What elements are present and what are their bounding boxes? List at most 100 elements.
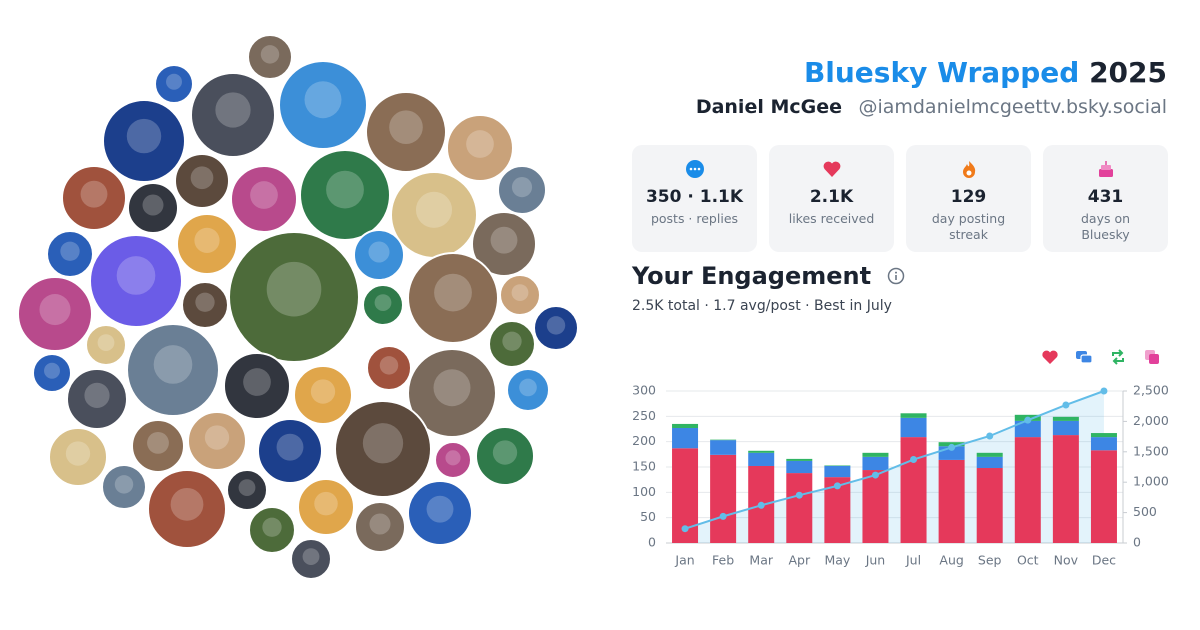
avatar-face bbox=[80, 180, 108, 208]
avatar-face bbox=[190, 166, 214, 190]
avatar bbox=[471, 211, 537, 277]
bar-segment bbox=[748, 450, 775, 453]
user-handle: @iamdanielmcgeettv.bsky.social bbox=[858, 96, 1167, 118]
bar-segment bbox=[1090, 433, 1117, 438]
bar-segment bbox=[824, 465, 851, 466]
avatar-face bbox=[445, 450, 461, 466]
cumulative-point bbox=[910, 456, 918, 464]
y2-tick-label: 2,000 bbox=[1133, 413, 1169, 428]
avatar bbox=[17, 276, 93, 352]
avatar bbox=[434, 441, 472, 479]
avatar bbox=[297, 478, 355, 536]
stat-value: 2.1K bbox=[809, 187, 854, 207]
avatar bbox=[354, 501, 406, 553]
x-tick-label: Aug bbox=[939, 553, 963, 568]
avatar-face bbox=[147, 431, 169, 454]
title-year: 2025 bbox=[1089, 56, 1167, 89]
avatar bbox=[89, 234, 183, 328]
bar-segment bbox=[710, 440, 737, 455]
avatar-face bbox=[266, 261, 322, 317]
stat-label: day posting streak bbox=[931, 211, 1006, 242]
avatar bbox=[32, 353, 72, 393]
avatar-face bbox=[369, 513, 391, 535]
avatar-face bbox=[426, 495, 454, 523]
bar-segment bbox=[710, 454, 737, 543]
cumulative-point bbox=[833, 482, 841, 490]
stat-label: posts · replies bbox=[650, 211, 739, 226]
x-tick-label: Jan bbox=[674, 553, 694, 568]
avatar bbox=[126, 323, 220, 417]
bar-segment bbox=[976, 468, 1003, 543]
avatar-face bbox=[490, 226, 518, 254]
avatar bbox=[407, 480, 473, 546]
avatar bbox=[365, 91, 447, 173]
cumulative-point bbox=[871, 471, 879, 479]
bar-segment bbox=[786, 460, 813, 474]
avatar-face bbox=[502, 331, 522, 351]
x-tick-label: Feb bbox=[712, 553, 734, 568]
avatar-face bbox=[204, 425, 230, 450]
avatar-face bbox=[262, 517, 282, 537]
avatar bbox=[499, 274, 541, 316]
avatar-face bbox=[511, 284, 529, 301]
avatar bbox=[223, 352, 291, 420]
avatar-face bbox=[276, 433, 304, 461]
avatar bbox=[66, 368, 128, 430]
avatar-face bbox=[166, 73, 182, 90]
avatar-face bbox=[362, 423, 404, 464]
bar-segment bbox=[900, 417, 927, 438]
avatar-face bbox=[310, 379, 336, 404]
bar-segment bbox=[976, 456, 1003, 469]
avatar bbox=[488, 320, 536, 368]
bar-segment bbox=[672, 427, 699, 449]
avatar bbox=[475, 426, 535, 486]
stat-icon bbox=[823, 161, 840, 177]
avatar bbox=[299, 149, 391, 241]
avatar bbox=[446, 114, 514, 182]
avatar bbox=[353, 229, 405, 281]
avatar bbox=[407, 348, 497, 438]
avatar-face bbox=[260, 45, 280, 64]
y2-tick-label: 2,500 bbox=[1133, 383, 1169, 398]
cumulative-point bbox=[986, 432, 994, 440]
y-tick-label: 200 bbox=[632, 433, 656, 448]
avatar-face bbox=[97, 334, 115, 351]
stat-card: 431 days on Bluesky bbox=[1043, 145, 1168, 252]
y-tick-label: 50 bbox=[640, 509, 656, 524]
bar-segment bbox=[786, 473, 813, 543]
stat-icon bbox=[685, 160, 704, 178]
avatar-face bbox=[195, 292, 215, 312]
bar-segment bbox=[748, 452, 775, 466]
avatar bbox=[257, 418, 323, 484]
stat-label: likes received bbox=[788, 211, 875, 226]
avatar bbox=[131, 419, 185, 473]
avatar bbox=[226, 469, 268, 511]
bar-segment bbox=[1052, 420, 1079, 436]
legend-icon[interactable] bbox=[1112, 349, 1124, 365]
avatar bbox=[506, 368, 550, 412]
legend-icon[interactable] bbox=[1076, 351, 1093, 364]
y-tick-label: 250 bbox=[632, 408, 656, 423]
section-title: Your Engagement bbox=[632, 262, 905, 290]
avatar-face bbox=[302, 548, 320, 565]
cumulative-point bbox=[1100, 387, 1108, 395]
x-tick-label: Oct bbox=[1017, 553, 1039, 568]
bar-segment bbox=[976, 452, 1003, 457]
avatar-face bbox=[304, 81, 342, 119]
avatar bbox=[46, 230, 94, 278]
avatar-face bbox=[84, 382, 110, 408]
avatar bbox=[230, 165, 298, 233]
avatar bbox=[228, 231, 360, 363]
legend-icon[interactable] bbox=[1145, 350, 1159, 364]
avatar bbox=[176, 213, 238, 275]
avatar-face bbox=[238, 479, 256, 496]
avatar-face bbox=[389, 110, 423, 144]
y-tick-label: 0 bbox=[648, 535, 656, 550]
avatar-face bbox=[60, 241, 80, 261]
legend-icon[interactable] bbox=[1042, 350, 1058, 364]
stat-value: 350 · 1.1K bbox=[645, 187, 744, 207]
avatar bbox=[127, 182, 179, 234]
cumulative-line bbox=[684, 390, 1105, 530]
info-icon[interactable] bbox=[887, 267, 905, 285]
stat-icon bbox=[1098, 161, 1113, 177]
